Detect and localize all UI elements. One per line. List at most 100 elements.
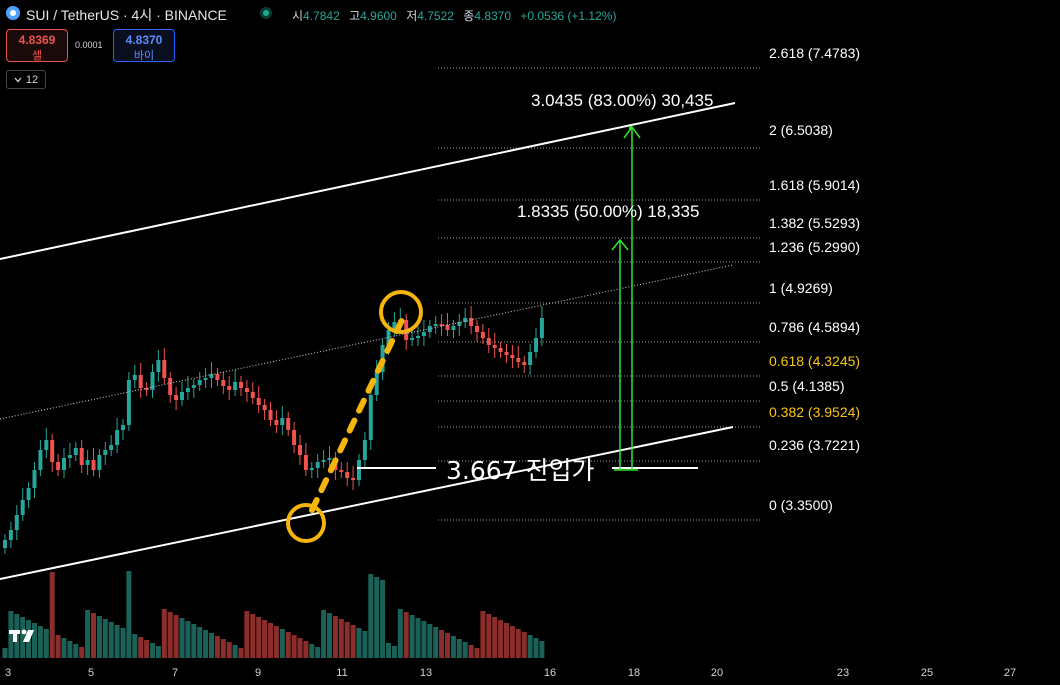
candle-body [321, 460, 326, 462]
volume-bar [403, 612, 409, 658]
candle-body [32, 470, 37, 488]
volume-bar [61, 638, 67, 658]
target-arrow-tip-dot [629, 126, 633, 130]
candle-body [215, 374, 220, 380]
volume-bar [421, 621, 427, 658]
candle-body [286, 418, 291, 430]
x-tick: 25 [921, 667, 933, 679]
time-axis[interactable]: 3 5 7 9 11 13 16 18 20 23 25 27 [5, 667, 1016, 679]
close-value: 4.8370 [474, 9, 512, 23]
volume-bar [185, 621, 191, 658]
projection-dash-line [309, 315, 406, 513]
candle-body [268, 410, 273, 420]
volume-bar [73, 644, 79, 658]
fib-label: 0.5 (4.1385) [769, 378, 845, 394]
channel-mid-line[interactable] [0, 264, 734, 420]
volume-bar [273, 626, 279, 658]
volume-bars [2, 571, 545, 658]
ohlc-readout: 시4.7842 고4.9600 저4.7522 종4.8370 +0.0536 … [292, 7, 616, 24]
buy-button[interactable]: 4.8370 바이 [113, 29, 175, 62]
indicator-collapse-button[interactable]: 12 [6, 70, 46, 89]
volume-bar [232, 645, 238, 658]
sell-label: 셀 [31, 50, 43, 62]
fib-label: 1.382 (5.5293) [769, 215, 860, 231]
candle-body [374, 372, 379, 395]
candle-body [345, 472, 350, 478]
volume-bar [445, 633, 450, 658]
volume-bar [350, 625, 356, 658]
symbol-title[interactable]: SUI / TetherUS · 4시 · BINANCE [26, 7, 227, 23]
candle-body [250, 392, 255, 398]
high-label: 고 [349, 9, 361, 23]
volume-bar [386, 643, 391, 658]
volume-bar [474, 648, 480, 658]
volume-bar [433, 627, 439, 658]
spread-value: 0.0001 [75, 40, 103, 50]
candle-body [504, 352, 509, 355]
sell-price: 4.8369 [18, 33, 56, 47]
target-arrow-2[interactable] [623, 125, 641, 471]
volume-bar [521, 632, 527, 658]
volume-bar [126, 571, 132, 658]
high-value: 4.9600 [360, 9, 397, 23]
volume-bar [114, 625, 120, 658]
candle-body [8, 530, 13, 540]
candle-body [203, 378, 208, 380]
volume-bar [155, 646, 161, 658]
channel-lower-line[interactable] [0, 426, 734, 580]
fib-label: 2 (6.5038) [769, 122, 833, 138]
candle-body [433, 324, 438, 326]
target-arrow-1[interactable] [611, 238, 629, 471]
close-label: 종 [463, 9, 475, 23]
candle-body [50, 440, 55, 462]
tradingview-logo-icon[interactable] [9, 627, 41, 645]
candle-body [209, 374, 214, 378]
candle-body [174, 395, 179, 400]
sell-button[interactable]: 4.8369 셀 [6, 29, 68, 62]
volume-bar [539, 641, 545, 658]
x-tick: 23 [837, 667, 849, 679]
candle-body [469, 318, 474, 326]
fib-label: 1.618 (5.9014) [769, 177, 860, 193]
candle-body [132, 375, 137, 380]
volume-bar [509, 626, 515, 658]
volume-bar [144, 640, 150, 658]
candle-body [103, 450, 108, 455]
candle-body [85, 460, 90, 465]
change-value: +0.0536 (+1.12%) [520, 9, 617, 23]
candle-body [480, 332, 485, 338]
volume-bar [492, 617, 498, 658]
candle-body [227, 386, 232, 390]
candle-body [516, 358, 521, 362]
fib-label: 1.236 (5.2990) [769, 239, 860, 255]
candle-body [522, 362, 527, 365]
candle-body [410, 338, 415, 340]
volume-bar [220, 639, 226, 658]
candle-body [327, 458, 332, 460]
volume-bar [450, 636, 456, 658]
fib-label: 0 (3.3500) [769, 497, 833, 513]
x-tick: 27 [1004, 667, 1016, 679]
x-tick: 5 [88, 667, 94, 679]
candle-body [97, 455, 102, 470]
candle-body [262, 405, 267, 410]
volume-bar [55, 635, 61, 658]
candle-body [14, 515, 19, 530]
candle-body [191, 385, 196, 388]
x-tick: 16 [544, 667, 556, 679]
candle-body [498, 348, 503, 352]
candle-body [298, 445, 302, 455]
volume-bar [256, 617, 262, 658]
candle-body [62, 458, 66, 470]
volume-bar [303, 641, 309, 658]
volume-bar [161, 609, 167, 658]
low-value: 4.7522 [417, 9, 454, 23]
candle-body [91, 460, 96, 470]
volume-bar [108, 622, 114, 658]
channel-upper-line[interactable] [0, 102, 736, 260]
candle-body [510, 355, 515, 358]
candle-body [357, 460, 361, 480]
volume-bar [167, 612, 173, 658]
chevron-down-icon [14, 77, 22, 82]
